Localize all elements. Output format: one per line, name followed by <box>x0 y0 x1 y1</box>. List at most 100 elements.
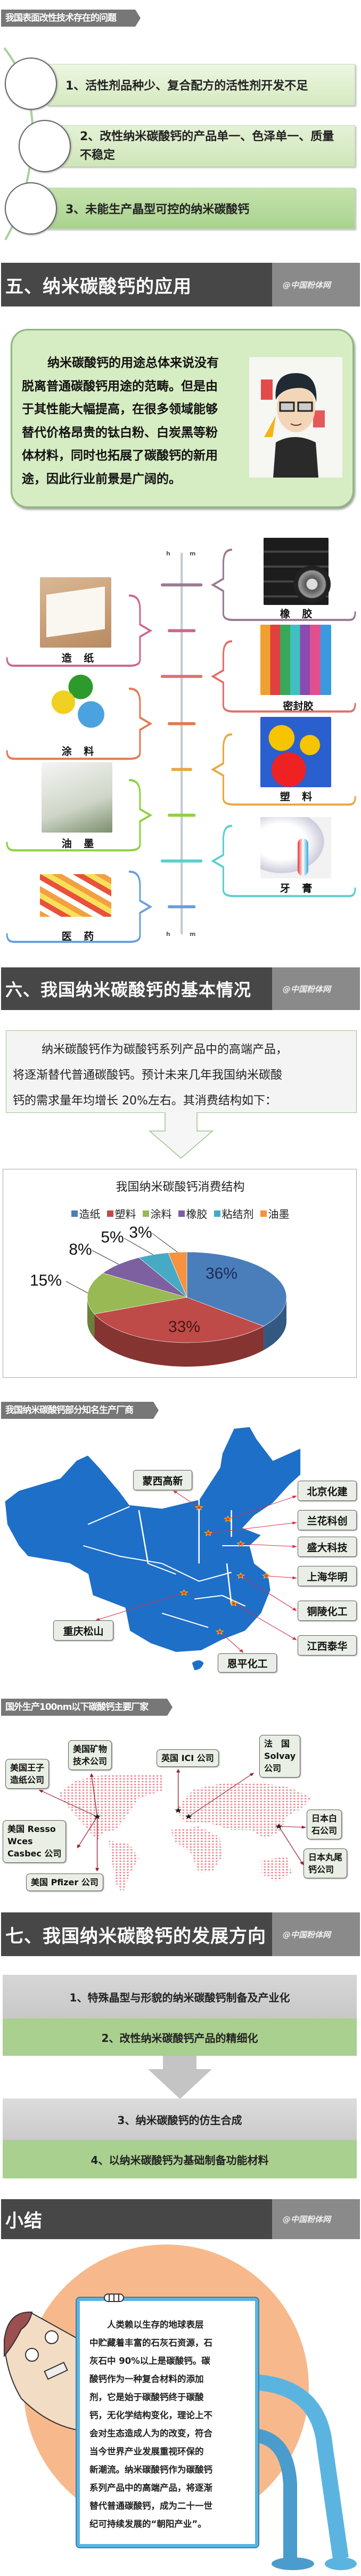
foreign-maker-arrow <box>77 1816 98 1848</box>
foreign-maker-arrow <box>188 1773 254 1817</box>
application-intro-box: 纳米碳酸钙的用途总体来说没有 脱离普通碳酸钙用途的范畴。但是由 于其性能大幅提高… <box>11 329 354 508</box>
foreign-maker-star-icon <box>275 1823 283 1829</box>
app-bracket <box>6 870 153 943</box>
maker-star-icon <box>179 1589 188 1596</box>
foreign-maker-label: 美国王子 造纸公司 <box>5 1759 50 1789</box>
maker-arrow-head <box>292 1576 297 1579</box>
maker-label: 江西泰华 <box>298 1635 357 1656</box>
legend-label: 油墨 <box>268 1208 290 1221</box>
maker-arrow-head <box>292 1545 297 1548</box>
maker-arrow-head <box>173 1490 178 1494</box>
intro-line: 纳米碳酸钙作为碳酸钙系列产品中的高端产品， <box>42 1043 288 1056</box>
maker-arrow <box>219 1632 243 1653</box>
maker-arrow-head <box>292 1496 297 1499</box>
maker-arrow <box>227 1496 297 1520</box>
maker-star-icon <box>203 1530 213 1537</box>
app-label-plastic: 塑 料 <box>280 791 317 803</box>
problem-item-2: 2、改性纳米碳酸钙的产品单一、色泽单一、质量不稳定 <box>46 125 355 167</box>
legend-swatch <box>71 1210 78 1217</box>
pie-slice-side <box>94 1314 264 1367</box>
intro-line: 纳米碳酸钙的用途总体来说没有 <box>47 356 219 370</box>
foreign-makers-tag: 国外生产100nm以下碳酸钙主要厂家 <box>1 1699 173 1716</box>
pie-data-label: 8% <box>69 1241 92 1258</box>
section-title: 七、我国纳米碳酸钙的发展方向 <box>1 1912 272 1956</box>
legend-label: 涂料 <box>150 1208 172 1221</box>
intro-line: 钙的需求量年均增长 20%左右。其消费结构如下： <box>13 1094 277 1108</box>
section-header: 小结 @中国粉体网 <box>1 2199 360 2239</box>
foreign-maker-label: 日本白 石公司 <box>307 1810 342 1840</box>
foreign-maker-arrow <box>278 1826 306 1828</box>
foreign-maker-arrow-head <box>249 1772 255 1776</box>
summary-line: 酸钙作为一种复合材料的添加 <box>89 2374 204 2384</box>
app-bracket <box>6 594 153 667</box>
direction-item-2: 2、改性纳米碳酸钙产品的精细化 <box>3 2018 357 2056</box>
foreign-maker-star-icon <box>93 1814 101 1819</box>
intro-line: 将逐渐替代普通碳酸钙。预计未来几年我国纳米碳酸 <box>13 1069 283 1082</box>
legend-item: 粘结剂 <box>214 1206 254 1221</box>
section-title: 六、我国纳米碳酸钙的基本情况 <box>1 967 272 1010</box>
maker-label: 蒙西高新 <box>133 1470 192 1490</box>
pie-slice <box>94 1297 264 1343</box>
section-title: 小结 <box>1 2199 272 2239</box>
foreign-maker-label: 美国矿物 技术公司 <box>68 1740 112 1771</box>
foreign-maker-label: 英国 ICI 公司 <box>157 1749 219 1767</box>
cartoon-man-holding-board <box>3 2311 357 2570</box>
direction-item-4: 4、以纳米碳酸钙为基础制备功能材料 <box>3 2140 357 2178</box>
problem-text: 2、改性纳米碳酸钙的产品单一、色泽单一、质量不稳定 <box>80 130 334 162</box>
maker-star-icon <box>236 1572 245 1579</box>
maker-arrow-head <box>292 1637 297 1641</box>
foreign-maker-label: 法 国 Solvay 公司 <box>259 1735 301 1778</box>
foreign-maker-label: 美国 Pfizer 公司 <box>26 1874 103 1892</box>
sealant-tubes-image <box>260 625 331 695</box>
problem-bullet-circle <box>5 58 57 110</box>
summary-line: 会对生态造成人为的改变，符合 <box>89 2428 212 2438</box>
app-bracket <box>6 779 153 852</box>
legend-item: 塑料 <box>106 1206 136 1221</box>
brand-watermark: @中国粉体网 <box>272 2199 360 2239</box>
maker-label: 北京化建 <box>298 1481 357 1501</box>
foreign-maker-arrow <box>278 1826 303 1865</box>
maker-arrow <box>173 1490 200 1508</box>
legend-label: 粘结剂 <box>221 1208 254 1221</box>
app-bracket <box>211 640 356 713</box>
pie-data-label: 5% <box>101 1229 124 1246</box>
direction-item-3: 3、纳米碳酸钙的仿生合成 <box>3 2098 357 2140</box>
legend-swatch <box>142 1210 149 1217</box>
down-arrow-icon <box>148 2056 212 2099</box>
foreign-maker-arrow-head <box>89 1773 94 1778</box>
section-title: 五、纳米碳酸钙的应用 <box>1 263 272 306</box>
domestic-makers-tag: 我国纳米碳酸钙部分知名生产厂商 <box>1 1402 159 1419</box>
summary-line: 替代普通碳酸钙，成为二十一世 <box>89 2501 212 2511</box>
app-label-coating: 涂 料 <box>61 746 99 757</box>
world-map-dots <box>38 1769 313 1894</box>
timeline-brackets <box>6 548 356 943</box>
pie-slice <box>186 1251 287 1327</box>
pie-plot: 36% 33% 15% 8% 5% 3% <box>30 1224 287 1367</box>
legend-label: 造纸 <box>79 1208 101 1221</box>
maker-arrow <box>240 1576 297 1611</box>
brand-watermark: @中国粉体网 <box>272 263 360 306</box>
foreign-maker-label: 日本丸尾 钙公司 <box>303 1848 348 1879</box>
plastic-toys-image <box>260 717 331 787</box>
summary-line: 纪可持续发展的“朝阳产业”。 <box>89 2519 207 2529</box>
timeline-mark: h <box>166 550 170 557</box>
app-label-sealant: 密封胶 <box>283 700 314 712</box>
pie-leader-line <box>65 1281 88 1294</box>
brand-watermark: @中国粉体网 <box>272 967 360 1010</box>
legend-label: 塑料 <box>114 1208 136 1221</box>
intro-line: 体材料，同时也拓展了碳酸钙的新用 <box>22 449 218 463</box>
maker-star-icon <box>194 1504 203 1511</box>
pie-slice <box>168 1251 187 1298</box>
maker-arrow-head <box>239 1649 244 1653</box>
app-label-rubber: 橡 胶 <box>280 608 317 620</box>
ink-roller-image <box>42 762 112 833</box>
maker-label: 恩平化工 <box>218 1653 277 1673</box>
problem-text: 3、未能生产晶型可控的纳米碳酸钙 <box>65 203 250 216</box>
world-map: 美国王子 造纸公司 美国矿物 技术公司 英国 ICI 公司 法 国 Solvay… <box>0 1652 361 1908</box>
maker-star-icon <box>261 1572 271 1579</box>
china-map: 蒙西高新 北京化建 兰花科创 盛大科技 上海华明 铜陵化工 江西泰华 重庆松山 … <box>0 1386 361 1674</box>
toothpaste-image <box>260 817 331 878</box>
maker-label: 铜陵化工 <box>298 1601 357 1621</box>
legend-swatch <box>106 1210 113 1217</box>
app-label-toothpaste: 牙 膏 <box>280 883 317 894</box>
